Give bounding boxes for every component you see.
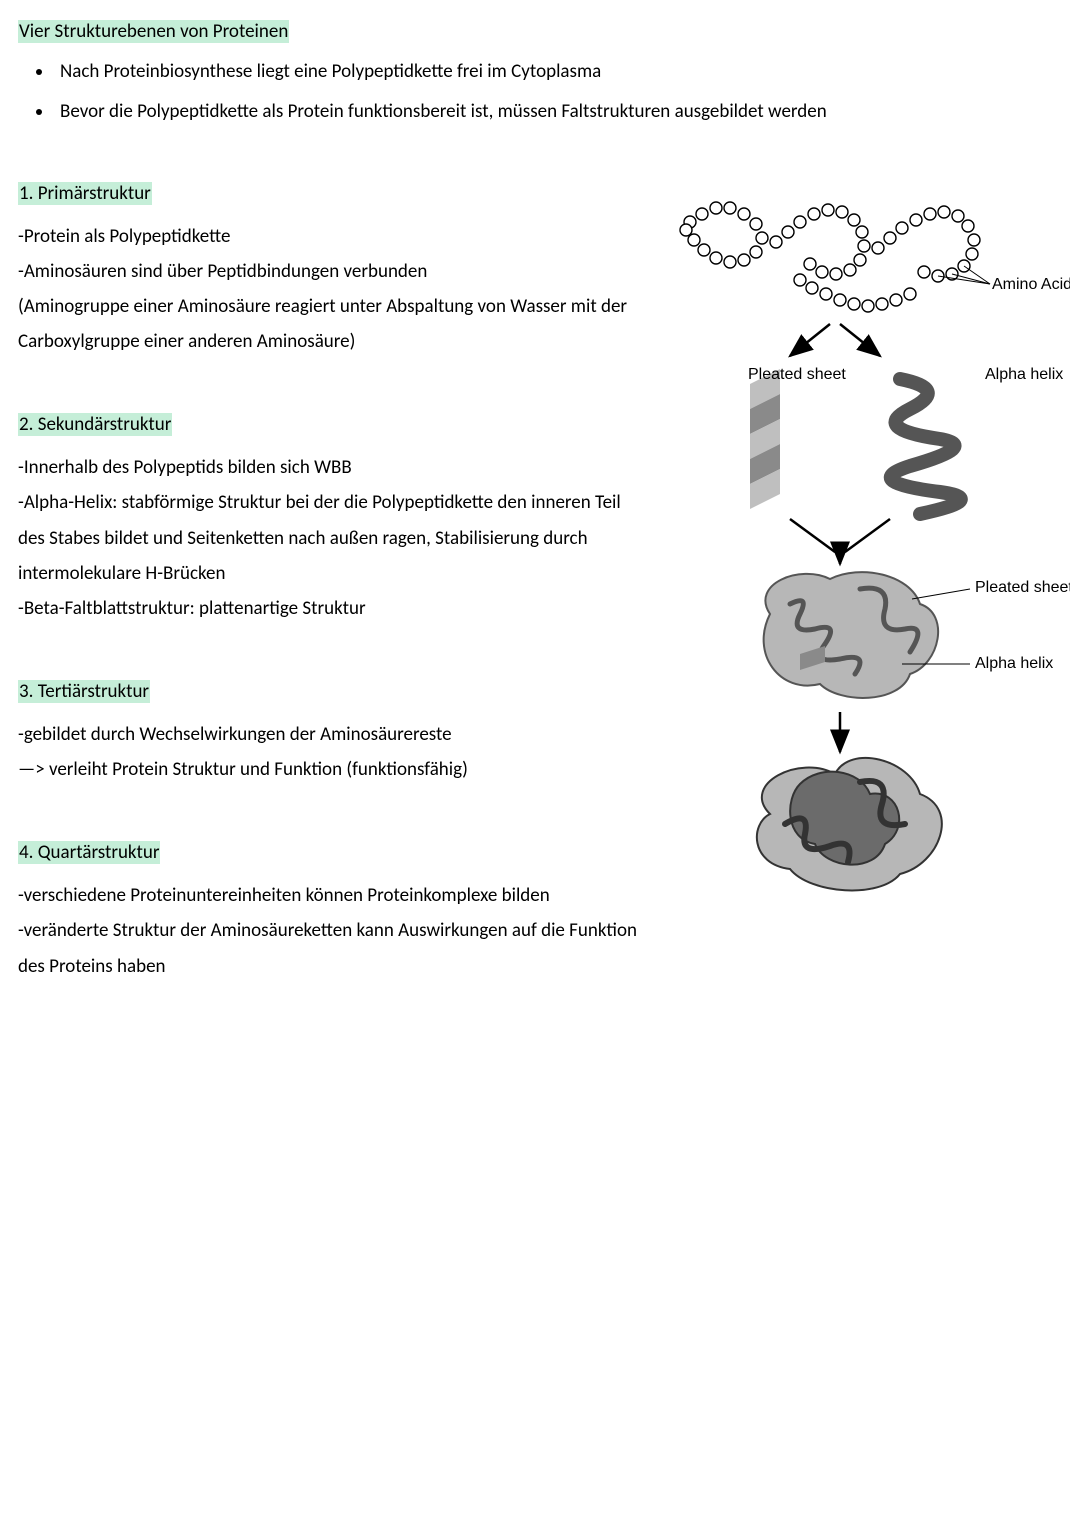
arrow-icon	[845, 519, 890, 552]
heading-highlight: 3. Tertiärstruktur	[18, 680, 150, 703]
alpha-helix-icon	[891, 379, 961, 514]
section-tertiary: 3. Tertiärstruktur -gebildet durch Wechs…	[18, 680, 638, 787]
label-alpha-helix: Alpha helix	[985, 366, 1063, 383]
label-pleated-sheet-2: Pleated sheet	[975, 579, 1070, 596]
arrow-icon	[790, 324, 830, 356]
page-title: Vier Strukturebenen von Proteinen	[18, 20, 1062, 43]
section-quaternary: 4. Quartärstruktur -verschiedene Protein…	[18, 841, 638, 983]
heading-highlight: 4. Quartärstruktur	[18, 841, 160, 864]
intro-item: Bevor die Polypeptidkette als Protein fu…	[54, 97, 1062, 127]
section-primary: 1. Primärstruktur -Protein als Polypepti…	[18, 182, 638, 360]
section-secondary: 2. Sekundärstruktur -Innerhalb des Polyp…	[18, 413, 638, 626]
section-heading: 2. Sekundärstruktur	[18, 413, 638, 436]
section-heading: 4. Quartärstruktur	[18, 841, 638, 864]
pleated-sheet-icon	[750, 369, 780, 509]
quaternary-structure-icon	[757, 758, 942, 891]
title-highlight: Vier Strukturebenen von Proteinen	[18, 20, 289, 43]
heading-highlight: 2. Sekundärstruktur	[18, 413, 172, 436]
protein-structure-diagram: Amino Acids Pleated sheet Alpha helix Pl…	[650, 184, 1070, 904]
section-body: -Protein als Polypeptidkette-Aminosäuren…	[18, 219, 638, 360]
section-heading: 1. Primärstruktur	[18, 182, 638, 205]
heading-highlight: 1. Primärstruktur	[18, 182, 152, 205]
label-alpha-helix-2: Alpha helix	[975, 655, 1053, 672]
arrow-icon	[840, 324, 880, 356]
section-body: -Innerhalb des Polypeptids bilden sich W…	[18, 450, 638, 626]
label-pleated-sheet: Pleated sheet	[748, 366, 846, 383]
section-body: -gebildet durch Wechselwirkungen der Ami…	[18, 717, 638, 787]
intro-list: Nach Proteinbiosynthese liegt eine Polyp…	[18, 57, 1062, 128]
section-heading: 3. Tertiärstruktur	[18, 680, 638, 703]
arrow-icon	[790, 519, 835, 552]
intro-item: Nach Proteinbiosynthese liegt eine Polyp…	[54, 57, 1062, 87]
label-amino-acids: Amino Acids	[992, 276, 1070, 293]
primary-structure-icon	[680, 202, 980, 312]
section-body: -verschiedene Proteinuntereinheiten könn…	[18, 878, 638, 983]
tertiary-structure-icon	[764, 572, 938, 698]
